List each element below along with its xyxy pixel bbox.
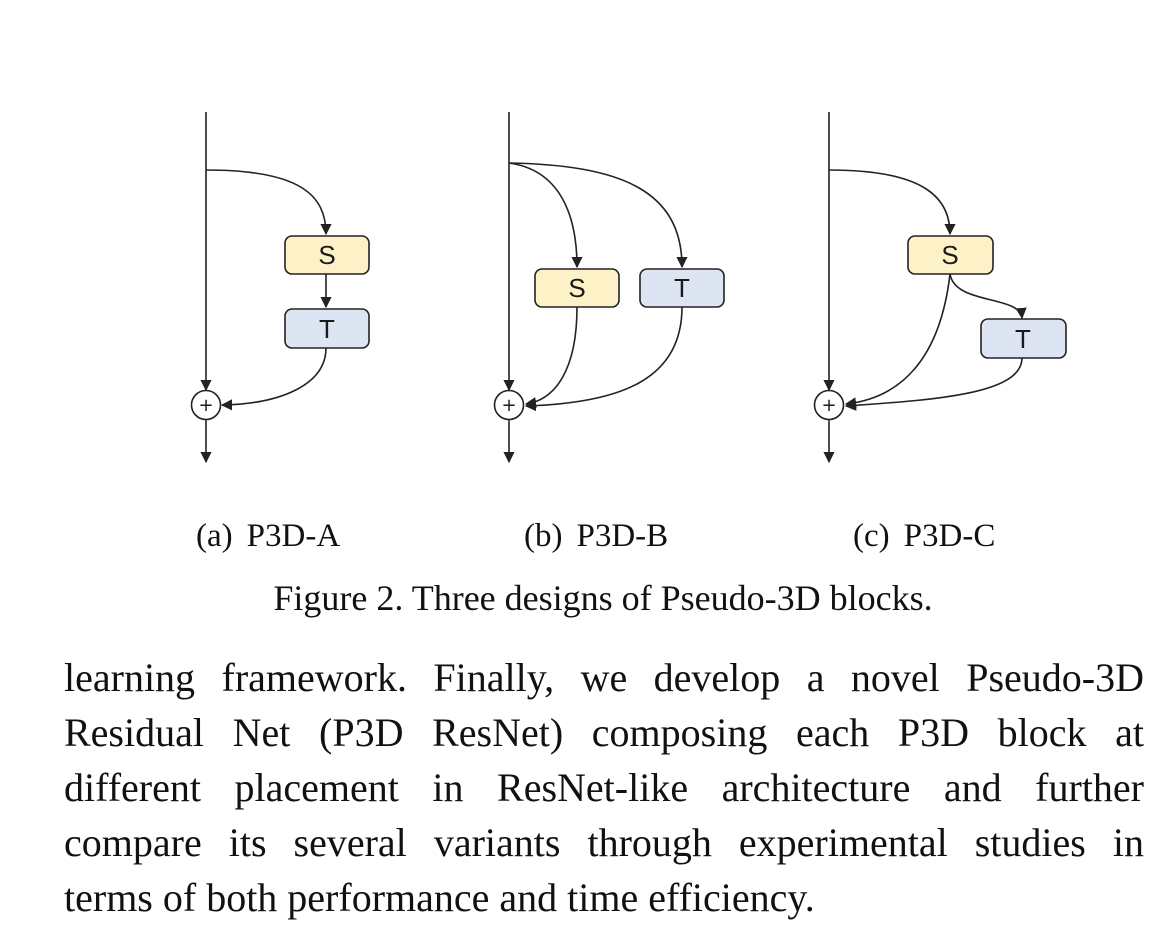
panel-c-t-to-sum <box>844 357 1023 411</box>
svg-text:+: + <box>501 395 516 416</box>
subcaption-b-label: (b) <box>524 518 563 554</box>
subcaption-c-name: P3D-C <box>903 518 996 554</box>
panel-c-s-to-sum <box>844 273 951 409</box>
panel-c-branch-to-s <box>828 169 956 236</box>
panel-c-p3d-c <box>823 112 1027 464</box>
panel-b-sum-node: + <box>493 389 525 421</box>
panel-a-t-to-sum <box>220 347 327 411</box>
subcaption-b-name: P3D-B <box>576 518 669 554</box>
paragraph-line: compare its several variants through exp… <box>64 820 1144 865</box>
subcaption-c: (c) P3D-C <box>853 518 995 555</box>
panel-b-branch-to-t <box>508 162 688 269</box>
panel-b-s-box: S <box>534 268 620 308</box>
subcaption-b: (b) P3D-B <box>524 518 668 555</box>
panel-a-sum-node: + <box>190 389 222 421</box>
paragraph-line: terms of both performance and time effic… <box>64 875 815 920</box>
subcaption-c-label: (c) <box>853 518 890 554</box>
svg-text:S: S <box>941 240 958 270</box>
panel-b-s-to-sum <box>524 306 578 409</box>
panel-c-sum-node: + <box>813 389 845 421</box>
panel-a-p3d-a <box>200 112 332 464</box>
subcaption-a-name: P3D-A <box>246 518 341 554</box>
panel-b-t-to-sum <box>524 306 683 412</box>
panel-a-s-box: S <box>284 235 370 275</box>
subcaption-a-label: (a) <box>196 518 233 554</box>
svg-text:T: T <box>1015 324 1031 354</box>
svg-text:T: T <box>674 273 690 303</box>
panel-a-t-box: T <box>284 308 370 349</box>
panel-c-s-box: S <box>907 235 994 275</box>
paragraph-line: different placement in ResNet-like archi… <box>64 765 1144 810</box>
svg-text:S: S <box>318 240 335 270</box>
body-paragraph: learning framework. Finally, we develop … <box>64 650 1144 925</box>
panel-c-s-to-t <box>949 273 1027 320</box>
panel-b-branch-to-s <box>508 162 583 269</box>
paragraph-line: learning framework. Finally, we develop … <box>64 655 1144 700</box>
svg-text:+: + <box>198 395 213 416</box>
svg-text:T: T <box>319 314 335 344</box>
svg-text:+: + <box>821 395 836 416</box>
subcaption-a: (a) P3D-A <box>196 518 340 555</box>
panel-b-t-box: T <box>639 268 725 308</box>
paragraph-line: Residual Net (P3D ResNet) composing each… <box>64 710 1144 755</box>
svg-text:S: S <box>568 273 585 303</box>
panel-c-t-box: T <box>980 318 1067 359</box>
panel-b-p3d-b <box>503 112 688 464</box>
pseudo-3d-blocks-diagram: S T + S T + S T <box>190 112 1067 464</box>
panel-a-branch-to-s <box>205 169 332 236</box>
figure-caption: Figure 2. Three designs of Pseudo-3D blo… <box>273 578 933 618</box>
